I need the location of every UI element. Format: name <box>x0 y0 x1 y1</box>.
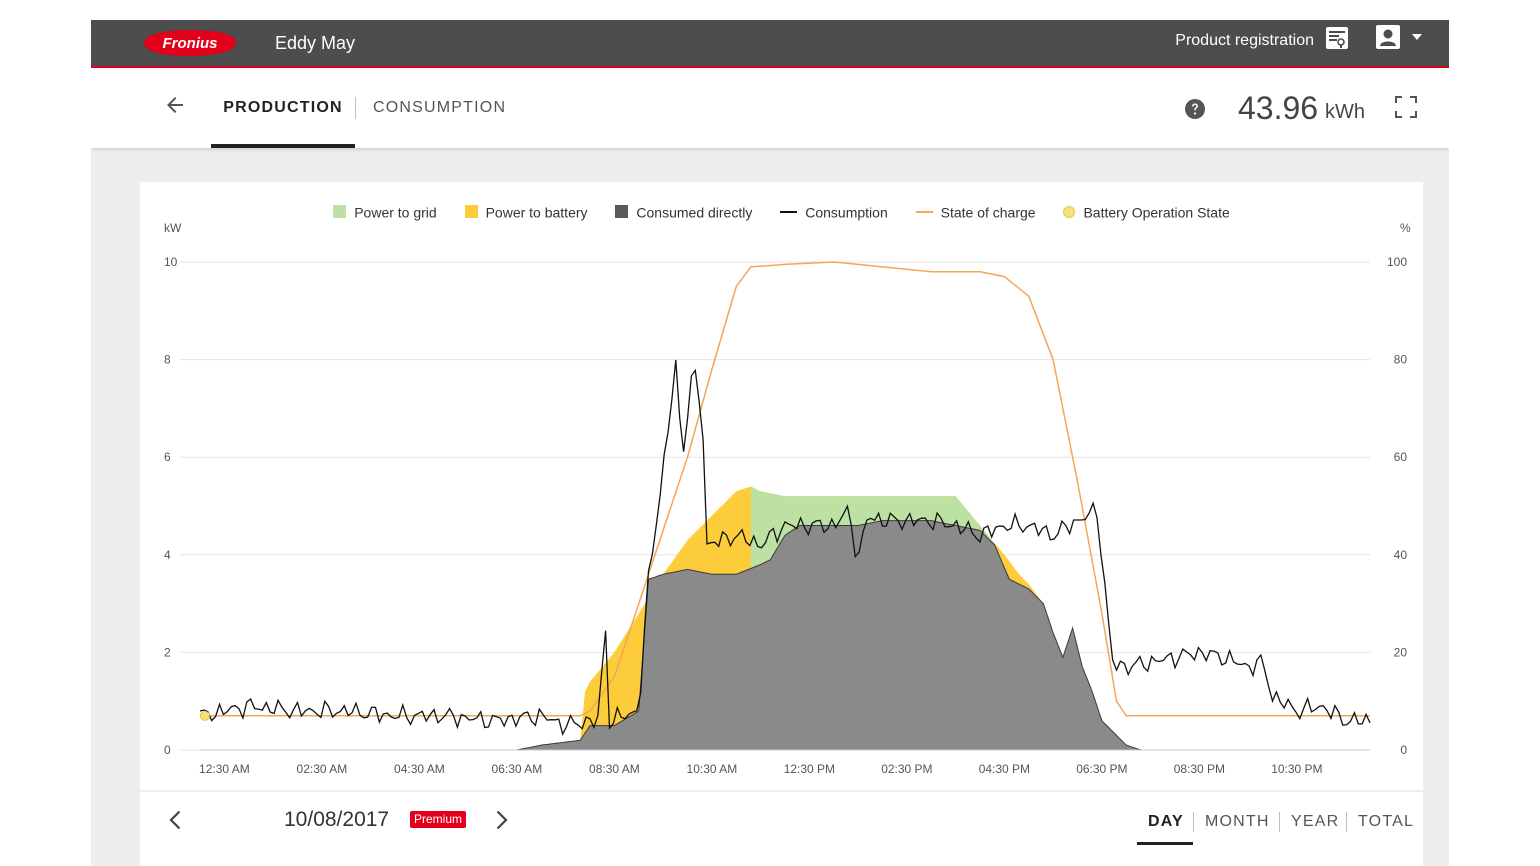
chevron-left-icon[interactable] <box>164 808 188 832</box>
x-tick-label: 12:30 AM <box>199 762 250 776</box>
x-tick-label: 02:30 PM <box>881 762 932 776</box>
product-registration-link[interactable]: Product registration <box>1175 32 1314 49</box>
legend-label: Battery Operation State <box>1083 203 1230 220</box>
y-left-tick-label: 8 <box>164 353 171 367</box>
total-energy-unit: kWh <box>1325 101 1365 123</box>
tab-divider <box>355 97 356 119</box>
fronius-logo[interactable]: Fronius <box>138 26 242 60</box>
y-left-tick-label: 6 <box>164 450 171 464</box>
y-right-tick-label: 0 <box>1400 743 1407 757</box>
consumption-line <box>199 359 1371 737</box>
fullscreen-icon[interactable] <box>1395 96 1417 118</box>
legend-swatch <box>780 210 798 213</box>
top-bar: Fronius Eddy May Product registration <box>91 20 1449 68</box>
tab-production-label: PRODUCTION <box>223 99 343 116</box>
legend-item-consumed-directly[interactable]: Consumed directly <box>615 203 752 220</box>
legend-swatch <box>464 205 478 219</box>
legend-swatch <box>1063 205 1076 218</box>
y-right-unit: % <box>1400 221 1411 235</box>
x-tick-label: 08:30 PM <box>1174 762 1225 776</box>
product-registration-icon[interactable] <box>1323 24 1351 52</box>
y-right-tick-label: 40 <box>1394 548 1408 562</box>
chevron-down-icon[interactable] <box>1411 32 1423 42</box>
period-divider <box>1346 812 1347 832</box>
owner-name: Eddy May <box>275 33 356 53</box>
consumed-directly-area <box>200 520 1370 750</box>
chart-footer: 10/08/2017 Premium DAY MONTH YEAR TOTAL <box>140 792 1423 866</box>
legend-swatch <box>615 205 629 219</box>
back-arrow-icon[interactable] <box>163 93 187 117</box>
x-tick-label: 10:30 PM <box>1271 762 1322 776</box>
selected-date[interactable]: 10/08/2017 <box>284 808 390 831</box>
y-left-tick-label: 10 <box>164 255 178 269</box>
period-total[interactable]: TOTAL <box>1358 813 1415 830</box>
logo-text: Fronius <box>163 35 218 52</box>
tab-consumption[interactable]: CONSUMPTION <box>373 99 507 116</box>
legend-item-state-of-charge[interactable]: State of charge <box>915 203 1036 220</box>
premium-badge: Premium <box>410 811 467 828</box>
x-tick-label: 12:30 PM <box>784 762 835 776</box>
period-divider <box>1279 812 1280 832</box>
y-left-tick-label: 0 <box>164 743 171 757</box>
chevron-right-icon[interactable] <box>489 808 513 832</box>
legend-item-battery-operation-state[interactable]: Battery Operation State <box>1063 203 1230 220</box>
legend-item-power-to-battery[interactable]: Power to battery <box>464 203 588 220</box>
total-energy-value: 43.96 <box>1238 90 1319 126</box>
x-tick-label: 06:30 AM <box>492 762 543 776</box>
legend-swatch <box>333 205 347 219</box>
y-right-tick-label: 100 <box>1387 255 1407 269</box>
app-window: Fronius Eddy May Product registration PR… <box>91 20 1449 866</box>
period-day[interactable]: DAY <box>1148 813 1184 830</box>
tab-active-underline <box>211 144 355 148</box>
sub-header: PRODUCTION CONSUMPTION 43.96 kWh <box>91 68 1449 148</box>
x-tick-label: 04:30 PM <box>979 762 1030 776</box>
legend-label: Power to grid <box>354 203 437 220</box>
x-tick-label: 06:30 PM <box>1076 762 1127 776</box>
tab-production[interactable]: PRODUCTION <box>211 68 355 148</box>
legend-label: Consumption <box>805 203 888 220</box>
legend-swatch <box>915 210 933 213</box>
y-right-tick-label: 60 <box>1394 450 1408 464</box>
period-divider <box>1193 812 1194 832</box>
x-tick-label: 02:30 AM <box>297 762 348 776</box>
y-left-unit: kW <box>164 221 182 235</box>
period-month[interactable]: MONTH <box>1205 813 1270 830</box>
x-tick-label: 10:30 AM <box>687 762 738 776</box>
x-tick-label: 04:30 AM <box>394 762 445 776</box>
y-right-tick-label: 80 <box>1394 353 1408 367</box>
period-year[interactable]: YEAR <box>1291 813 1340 830</box>
y-right-tick-label: 20 <box>1394 645 1408 659</box>
chart-card: Power to grid Power to battery Consumed … <box>140 182 1423 790</box>
state-of-charge-line <box>200 261 1370 717</box>
y-left-tick-label: 2 <box>164 645 171 659</box>
chart-legend: Power to grid Power to battery Consumed … <box>140 202 1423 222</box>
legend-label: State of charge <box>940 203 1036 220</box>
help-icon[interactable] <box>1184 98 1206 120</box>
battery-operation-state-point <box>199 710 210 721</box>
y-left-tick-label: 4 <box>164 548 171 562</box>
user-icon[interactable] <box>1374 23 1402 51</box>
legend-item-consumption[interactable]: Consumption <box>780 203 888 220</box>
period-active-underline <box>1137 842 1193 845</box>
legend-label: Power to battery <box>485 203 588 220</box>
legend-label: Consumed directly <box>636 203 753 220</box>
legend-item-power-to-grid[interactable]: Power to grid <box>333 203 437 220</box>
x-tick-label: 08:30 AM <box>589 762 640 776</box>
